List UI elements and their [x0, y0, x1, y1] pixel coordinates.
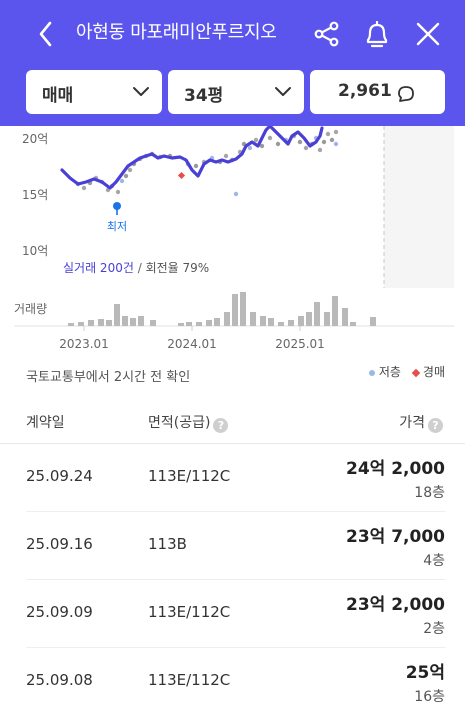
page-title: 아현동 마포래미안푸르지오: [76, 22, 277, 43]
column-header-area-label: 면적(공급): [148, 415, 211, 431]
size-select[interactable]: 34평: [168, 70, 304, 114]
speech-bubble-icon: [398, 86, 414, 102]
trade-type-select[interactable]: 매매: [26, 70, 162, 114]
low-marker-dot: [113, 202, 121, 210]
volume-bars: [68, 292, 376, 326]
average-price-line: [60, 126, 324, 190]
row-area: 113E/112C: [148, 467, 231, 485]
source-note: 국토교통부에서 2시간 전 확인: [26, 370, 191, 385]
close-icon: [416, 22, 440, 46]
low-marker-label: 최저: [107, 220, 127, 233]
y-tick-label: 20억: [22, 132, 48, 146]
diamond-icon: [411, 368, 421, 377]
row-price: 25억: [405, 663, 445, 683]
row-area: 113B: [148, 535, 187, 553]
future-area: [384, 126, 454, 288]
chevron-down-icon: [133, 87, 149, 96]
chart-legend: 저층 경매: [368, 363, 445, 380]
chevron-left-icon: [39, 21, 52, 47]
y-tick-label: 10억: [22, 244, 48, 258]
row-area: 113E/112C: [148, 671, 231, 689]
column-header-price: 가격?: [399, 412, 443, 433]
row-date: 25.09.24: [26, 467, 93, 485]
y-tick-label: 15억: [22, 188, 48, 202]
question-circle-icon[interactable]: ?: [213, 418, 229, 433]
dot-icon: [368, 369, 375, 376]
auction-marker: [177, 171, 186, 180]
row-date: 25.09.09: [26, 603, 93, 621]
column-header-area: 면적(공급)?: [148, 412, 229, 433]
table-row[interactable]: 25.09.24 113E/112C 24억 2,000 18층: [26, 444, 445, 512]
trade-type-value: 매매: [42, 86, 74, 106]
legend-low-floor: 저층: [368, 363, 401, 380]
column-header-date: 계약일: [26, 415, 65, 431]
close-button[interactable]: [408, 14, 448, 54]
chevron-down-icon: [275, 87, 291, 96]
summary-turnover: 회전율 79%: [146, 261, 210, 275]
legend-auction-label: 경매: [422, 365, 445, 379]
size-value: 34평: [184, 86, 224, 106]
app-header: 아현동 마포래미안푸르지오 매매 34평: [0, 0, 465, 126]
x-tick-label: 2023.01: [59, 337, 109, 351]
row-date: 25.09.08: [26, 671, 93, 689]
row-area: 113E/112C: [148, 603, 231, 621]
notification-button[interactable]: [356, 14, 398, 54]
comment-count: 2,961: [338, 81, 392, 101]
share-icon: [314, 21, 339, 47]
back-button[interactable]: [28, 14, 64, 54]
row-floor: 4층: [423, 553, 445, 569]
table-row[interactable]: 25.09.08 113E/112C 25억 16층: [26, 648, 445, 716]
row-price: 24억 2,000: [346, 459, 445, 479]
price-chart[interactable]: 20억 15억 10억 최저 실거래 200건 / 회전율 79%: [0, 126, 465, 356]
row-floor: 16층: [414, 689, 445, 705]
transaction-list: 25.09.24 113E/112C 24억 2,000 18층 25.09.1…: [26, 444, 445, 716]
row-floor: 2층: [423, 621, 445, 637]
table-row[interactable]: 25.09.09 113E/112C 23억 2,000 2층: [26, 580, 445, 648]
comments-button[interactable]: 2,961: [310, 70, 445, 114]
table-row[interactable]: 25.09.16 113B 23억 7,000 4층: [26, 512, 445, 580]
row-price: 23억 7,000: [346, 527, 445, 547]
column-header-price-label: 가격: [399, 415, 425, 431]
row-date: 25.09.16: [26, 535, 93, 553]
chart-summary: 실거래 200건 / 회전율 79%: [63, 261, 209, 275]
share-button[interactable]: [308, 14, 346, 54]
legend-low-floor-label: 저층: [378, 365, 401, 379]
x-tick-label: 2025.01: [275, 337, 325, 351]
bell-icon: [366, 20, 388, 48]
legend-auction: 경매: [411, 363, 445, 380]
summary-deals: 실거래 200건: [63, 261, 134, 275]
row-floor: 18층: [414, 485, 445, 501]
question-circle-icon[interactable]: ?: [428, 418, 443, 433]
row-price: 23억 2,000: [346, 595, 445, 615]
summary-separator: /: [134, 261, 146, 275]
table-header: 계약일 면적(공급)? 가격?: [0, 400, 465, 444]
volume-label: 거래량: [14, 302, 47, 316]
x-tick-label: 2024.01: [167, 337, 217, 351]
